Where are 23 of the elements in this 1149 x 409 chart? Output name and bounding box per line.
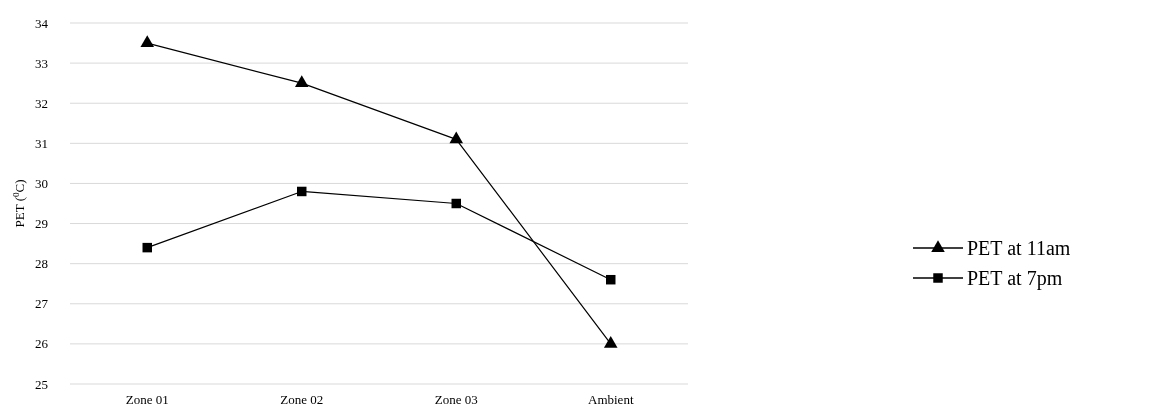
- point: [451, 198, 461, 209]
- y-tick-label: 34: [35, 15, 49, 31]
- legend-label: PET at 11am: [967, 237, 1071, 259]
- y-tick-label: 27: [35, 296, 49, 312]
- y-tick-label: 28: [35, 256, 48, 272]
- y-tick-label: 31: [35, 135, 48, 151]
- point: [449, 131, 464, 144]
- y-tick-label: 29: [35, 216, 48, 232]
- point: [294, 75, 309, 88]
- x-tick-label: Zone 03: [434, 392, 478, 407]
- y-tick-label: 30: [35, 175, 48, 191]
- point: [297, 186, 307, 197]
- x-tick-label: Ambient: [588, 392, 634, 407]
- y-tick-label: 33: [35, 55, 48, 71]
- x-tick-label: Zone 01: [125, 392, 169, 407]
- legend-label: PET at 7pm: [967, 267, 1063, 290]
- y-tick-label: 32: [35, 95, 48, 111]
- point: [142, 242, 152, 253]
- y-tick-label: 25: [35, 376, 48, 392]
- point: [140, 35, 155, 47]
- y-tick-label: 26: [35, 336, 49, 352]
- point: [606, 274, 616, 285]
- x-tick-label: Zone 02: [280, 392, 324, 407]
